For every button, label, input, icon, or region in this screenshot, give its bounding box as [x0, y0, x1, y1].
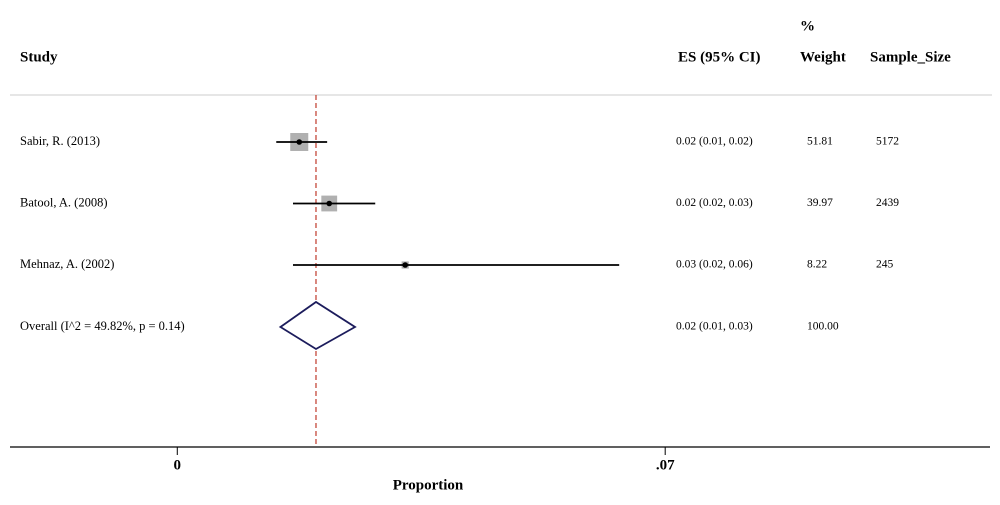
- point-estimate: [296, 139, 303, 145]
- overall-label: Overall (I^2 = 49.82%, p = 0.14): [20, 319, 185, 333]
- sample-size-label: 5172: [876, 136, 899, 148]
- x-tick-label: 0: [174, 457, 182, 473]
- es-label: 0.03 (0.02, 0.06): [676, 259, 753, 271]
- es-label: 0.02 (0.01, 0.03): [676, 321, 753, 333]
- column-header: Sample_Size: [870, 49, 951, 65]
- point-estimate: [326, 200, 333, 207]
- x-tick-label: .07: [656, 457, 675, 473]
- weight-label: 39.97: [807, 197, 833, 209]
- es-label: 0.02 (0.01, 0.02): [676, 136, 753, 148]
- column-header: %: [800, 18, 815, 34]
- column-header: ES (95% CI): [678, 49, 761, 65]
- es-label: 0.02 (0.02, 0.03): [676, 197, 753, 209]
- overall-diamond: [278, 300, 357, 351]
- column-header: Weight: [800, 49, 846, 65]
- point-estimate: [402, 262, 409, 268]
- study-label: Batool, A. (2008): [20, 195, 108, 209]
- study-label: Sabir, R. (2013): [20, 134, 100, 148]
- x-axis-label: Proportion: [393, 477, 464, 493]
- study-label: Mehnaz, A. (2002): [20, 257, 114, 271]
- column-header: Study: [20, 49, 58, 65]
- sample-size-label: 2439: [876, 197, 899, 209]
- sample-size-label: 245: [876, 259, 894, 271]
- weight-label: 100.00: [807, 321, 839, 333]
- weight-label: 51.81: [807, 136, 833, 148]
- weight-label: 8.22: [807, 259, 827, 271]
